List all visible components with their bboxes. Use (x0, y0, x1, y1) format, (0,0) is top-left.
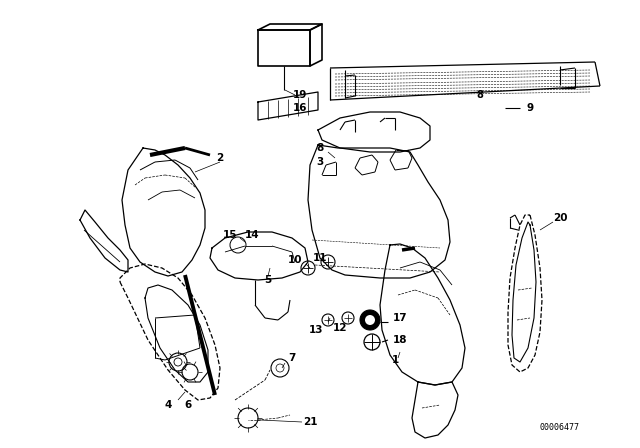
Text: 13: 13 (308, 325, 323, 335)
Text: 4: 4 (164, 400, 172, 410)
Text: 16: 16 (292, 103, 307, 113)
Text: 3: 3 (316, 157, 324, 167)
Text: 10: 10 (288, 255, 302, 265)
Text: 12: 12 (333, 323, 348, 333)
Text: 6: 6 (184, 400, 191, 410)
Text: 5: 5 (264, 275, 271, 285)
Text: 15: 15 (223, 230, 237, 240)
Text: 7: 7 (288, 353, 296, 363)
Text: 00006477: 00006477 (540, 423, 580, 432)
Circle shape (360, 310, 380, 330)
Text: 2: 2 (216, 153, 223, 163)
Text: 8: 8 (316, 143, 324, 153)
Text: 20: 20 (553, 213, 567, 223)
Text: 11: 11 (313, 253, 327, 263)
Text: 17: 17 (393, 313, 407, 323)
Text: 9: 9 (527, 103, 534, 113)
Text: 19: 19 (293, 90, 307, 100)
Circle shape (365, 315, 375, 325)
Text: 21: 21 (303, 417, 317, 427)
Text: 8: 8 (477, 90, 483, 100)
Text: 18: 18 (393, 335, 407, 345)
Text: 14: 14 (244, 230, 259, 240)
Text: 1: 1 (392, 355, 399, 365)
